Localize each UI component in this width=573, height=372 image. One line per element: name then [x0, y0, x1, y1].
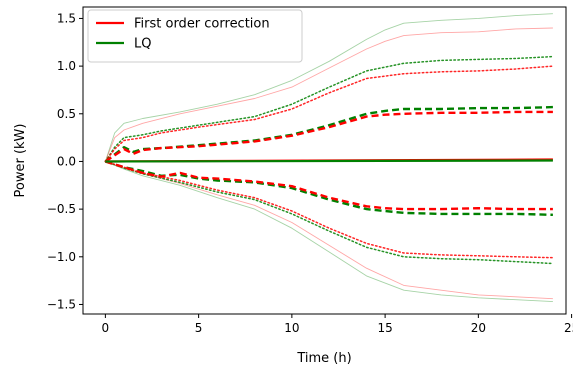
ticks-layer: 0 5 10 15 20 25 −1.5 −1.0 −0.5 0.0 0.5 1.0 1.5: [47, 11, 573, 335]
y-tick-label: −1.5: [47, 297, 76, 311]
x-axis-label: Time (h): [296, 351, 351, 366]
series-line-3-band1-upper: [104, 110, 553, 163]
y-tick-label: −0.5: [47, 202, 76, 216]
legend-box: [87, 9, 303, 63]
plot-frame: [82, 6, 567, 315]
legend-entry-label: LQ: [134, 37, 151, 52]
x-tick-label: 15: [377, 321, 392, 335]
y-tick-label: 1.5: [57, 11, 76, 25]
legend: First order correction LQ: [87, 9, 303, 63]
series-line-5-band1-lower: [105, 160, 553, 211]
series-line-4-band1-lower: [105, 160, 553, 216]
legend-entry-label: First order correction: [134, 17, 270, 32]
y-axis-label: Power (kW): [13, 124, 28, 198]
y-tick-label: 0.0: [57, 154, 76, 168]
x-tick-label: 5: [195, 321, 203, 335]
series-line-12-band3-lower: [105, 161, 553, 303]
series-line-1-mean: [105, 159, 553, 163]
series-line-6-band2-upper: [104, 55, 554, 163]
series-line-11-band3-upper: [104, 27, 553, 162]
lines-layer: [104, 13, 554, 303]
series-line-13-band3-lower: [105, 161, 553, 300]
y-tick-label: 1.0: [57, 59, 76, 73]
y-tick-label: 0.5: [57, 107, 76, 121]
x-tick-label: 10: [284, 321, 299, 335]
x-tick-label: 0: [102, 321, 110, 335]
series-line-10-band3-upper: [104, 13, 553, 162]
series-line-2-band1-upper: [104, 105, 553, 163]
x-tick-label: 25: [564, 321, 573, 335]
y-tick-label: −1.0: [47, 250, 76, 264]
series-line-7-band2-upper: [104, 65, 554, 163]
series-line-8-band2-lower: [104, 160, 554, 265]
x-tick-label: 20: [471, 321, 486, 335]
